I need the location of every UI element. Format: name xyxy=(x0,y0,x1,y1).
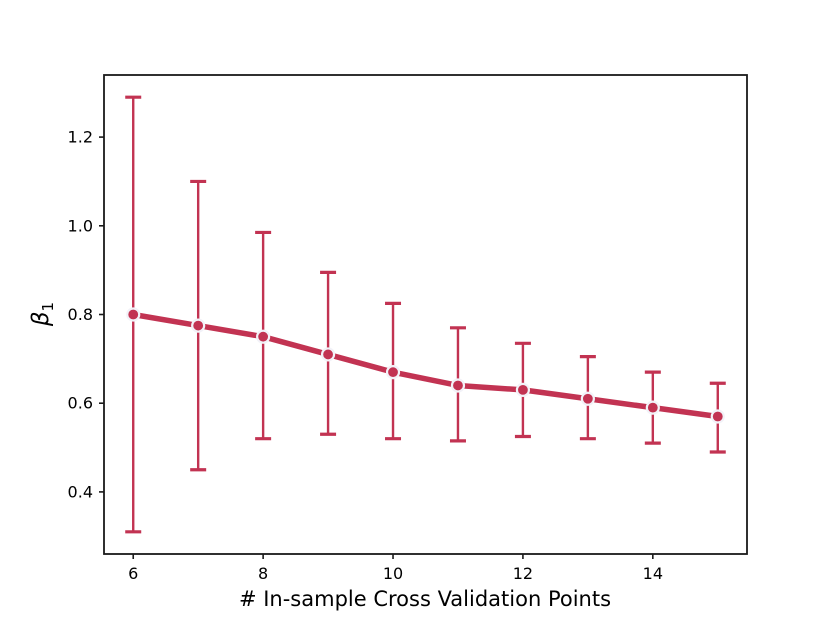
series-line xyxy=(130,311,721,420)
data-point-marker xyxy=(645,400,660,415)
data-point-marker xyxy=(256,329,271,344)
y-axis-label-subscript: 1 xyxy=(39,302,57,312)
plot-frame xyxy=(103,74,748,555)
data-point-marker xyxy=(126,307,141,322)
data-markers xyxy=(126,307,725,424)
y-tick-label: 0.8 xyxy=(68,305,93,324)
data-point-marker xyxy=(320,347,336,362)
x-tick-label: 14 xyxy=(643,564,663,583)
error-bars xyxy=(125,95,726,534)
y-tick-label: 0.4 xyxy=(68,482,93,501)
y-axis-label: β1 xyxy=(28,302,57,327)
x-axis-label: # In-sample Cross Validation Points xyxy=(239,587,611,611)
y-tick-label: 0.6 xyxy=(68,394,93,413)
y-tick-label: 1.0 xyxy=(68,216,93,235)
data-point-marker xyxy=(580,391,595,406)
x-tick-label: 8 xyxy=(258,564,268,583)
y-axis-label-symbol: β xyxy=(28,311,54,327)
x-tick-label: 6 xyxy=(128,564,138,583)
data-point-marker xyxy=(191,318,206,333)
x-tick-label: 12 xyxy=(513,564,533,583)
x-tick-label: 10 xyxy=(383,564,403,583)
data-point-marker xyxy=(450,378,466,393)
plot-content: 6 8 10 12 14 0.4 0.6 0.8 1.0 1.2 xyxy=(68,95,726,583)
data-point-marker xyxy=(385,365,401,380)
data-point-marker xyxy=(515,382,531,397)
data-point-marker xyxy=(710,409,725,424)
y-tick-label: 1.2 xyxy=(68,128,93,147)
